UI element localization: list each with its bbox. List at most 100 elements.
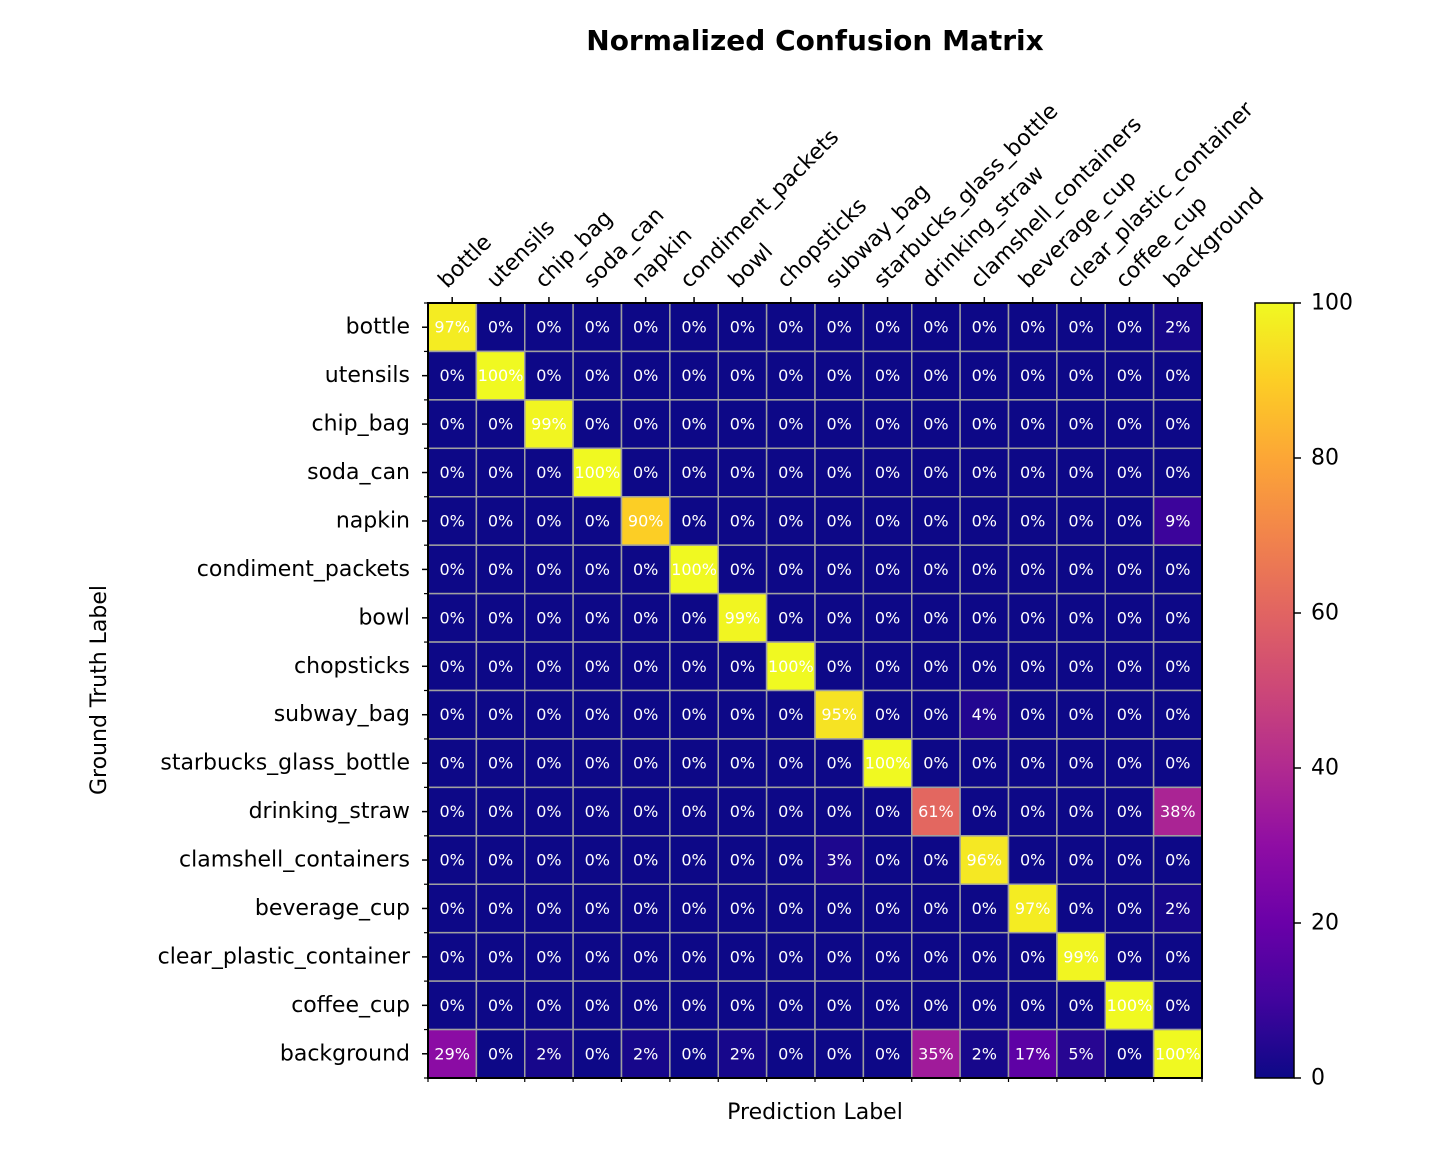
matrix-cell xyxy=(765,447,816,498)
colorbar-ticks: 0 20 40 60 80 100 xyxy=(1294,291,1353,1091)
matrix-cell xyxy=(427,689,478,740)
matrix-cell xyxy=(959,496,1010,546)
cell-value-label: 0% xyxy=(1117,560,1142,579)
cell-value-label: 0% xyxy=(923,754,948,773)
cell-value-label: 0% xyxy=(1068,560,1093,579)
cell-value-label: 0% xyxy=(875,560,900,579)
cell-value-label: 0% xyxy=(972,657,997,676)
cell-value-label: 2% xyxy=(972,1044,997,1063)
cell-value-label: 0% xyxy=(730,802,755,821)
cell-value-label: 0% xyxy=(439,851,464,870)
matrix-cell xyxy=(862,883,913,934)
matrix-cell xyxy=(814,1028,865,1079)
cell-value-label: 0% xyxy=(923,608,948,627)
y-tick-label: chip_bag xyxy=(311,412,410,437)
cell-value-label: 0% xyxy=(826,608,851,627)
cell-value-label: 0% xyxy=(439,560,464,579)
cell-value-label: 0% xyxy=(488,657,513,676)
cell-value-label: 0% xyxy=(778,318,803,337)
cell-value-label: 0% xyxy=(536,996,561,1015)
cell-value-label: 95% xyxy=(821,705,857,724)
cell-value-label: 0% xyxy=(536,802,561,821)
cell-value-label: 0% xyxy=(585,511,610,530)
cell-value-label: 0% xyxy=(1020,511,1045,530)
cell-value-label: 0% xyxy=(1068,608,1093,627)
matrix-cell xyxy=(1007,496,1058,546)
cell-value-label: 0% xyxy=(1117,463,1142,482)
cell-value-label: 0% xyxy=(730,318,755,337)
cell-value-label: 0% xyxy=(536,366,561,385)
cell-value-label: 0% xyxy=(1068,511,1093,530)
cell-value-label: 0% xyxy=(681,318,706,337)
cell-value-label: 0% xyxy=(681,657,706,676)
cell-value-label: 0% xyxy=(730,705,755,724)
cell-value-label: 0% xyxy=(439,415,464,434)
matrix-cell xyxy=(1152,641,1203,692)
matrix-cell xyxy=(427,786,478,837)
cell-value-label: 0% xyxy=(923,463,948,482)
cell-value-label: 0% xyxy=(826,511,851,530)
cell-value-label: 0% xyxy=(875,947,900,966)
matrix-cell xyxy=(1104,350,1155,401)
matrix-cell xyxy=(669,350,719,401)
matrix-cell xyxy=(911,641,961,692)
cell-value-label: 0% xyxy=(585,1044,610,1063)
cell-value-label: 0% xyxy=(1020,657,1045,676)
cell-value-label: 0% xyxy=(923,947,948,966)
matrix-cell xyxy=(669,980,719,1031)
matrix-cell xyxy=(572,931,623,982)
matrix-cell xyxy=(814,496,865,546)
matrix-cell xyxy=(1104,689,1155,740)
cell-value-label: 0% xyxy=(778,608,803,627)
cell-value-label: 0% xyxy=(585,899,610,918)
colorbar-tick-label: 80 xyxy=(1311,446,1339,471)
cell-value-label: 0% xyxy=(633,318,658,337)
matrix-cell xyxy=(1007,980,1058,1031)
cell-value-label: 0% xyxy=(681,511,706,530)
cell-value-label: 0% xyxy=(633,705,658,724)
matrix-cell xyxy=(862,302,913,353)
cell-value-label: 0% xyxy=(488,754,513,773)
matrix-cell xyxy=(524,592,574,643)
cell-value-label: 0% xyxy=(1117,318,1142,337)
cell-value-label: 90% xyxy=(628,511,664,530)
cell-value-label: 0% xyxy=(633,657,658,676)
cell-value-label: 0% xyxy=(439,463,464,482)
cell-value-label: 0% xyxy=(1117,415,1142,434)
cell-value-label: 0% xyxy=(826,463,851,482)
cell-value-label: 0% xyxy=(1068,657,1093,676)
cell-value-label: 0% xyxy=(730,415,755,434)
matrix-cell xyxy=(1056,496,1106,546)
cell-value-label: 0% xyxy=(1068,851,1093,870)
matrix-cell xyxy=(911,738,961,789)
matrix-cell xyxy=(1152,592,1203,643)
cell-value-label: 0% xyxy=(923,705,948,724)
cell-value-label: 0% xyxy=(536,705,561,724)
matrix-cell xyxy=(911,689,961,740)
matrix-cell xyxy=(427,980,478,1031)
cell-value-label: 0% xyxy=(1165,705,1190,724)
cell-value-label: 0% xyxy=(439,511,464,530)
cell-value-label: 2% xyxy=(1165,899,1190,918)
cell-value-label: 0% xyxy=(972,415,997,434)
cell-value-label: 0% xyxy=(778,1044,803,1063)
matrix-cell xyxy=(1007,350,1058,401)
cell-value-label: 0% xyxy=(536,754,561,773)
cell-value-label: 0% xyxy=(1020,415,1045,434)
cell-value-label: 0% xyxy=(875,318,900,337)
cell-value-label: 0% xyxy=(633,947,658,966)
matrix-cell xyxy=(669,447,719,498)
cell-value-label: 0% xyxy=(633,851,658,870)
cell-value-label: 0% xyxy=(681,899,706,918)
matrix-cell xyxy=(1056,399,1106,450)
cell-value-label: 0% xyxy=(875,899,900,918)
cell-value-label: 0% xyxy=(633,899,658,918)
cell-value-label: 0% xyxy=(1068,318,1093,337)
matrix-cell xyxy=(1152,302,1203,353)
cell-value-label: 0% xyxy=(1165,851,1190,870)
cell-value-label: 99% xyxy=(1063,947,1099,966)
cell-value-label: 0% xyxy=(1117,754,1142,773)
cell-value-label: 0% xyxy=(439,754,464,773)
cell-value-label: 0% xyxy=(633,802,658,821)
cell-value-label: 0% xyxy=(488,415,513,434)
